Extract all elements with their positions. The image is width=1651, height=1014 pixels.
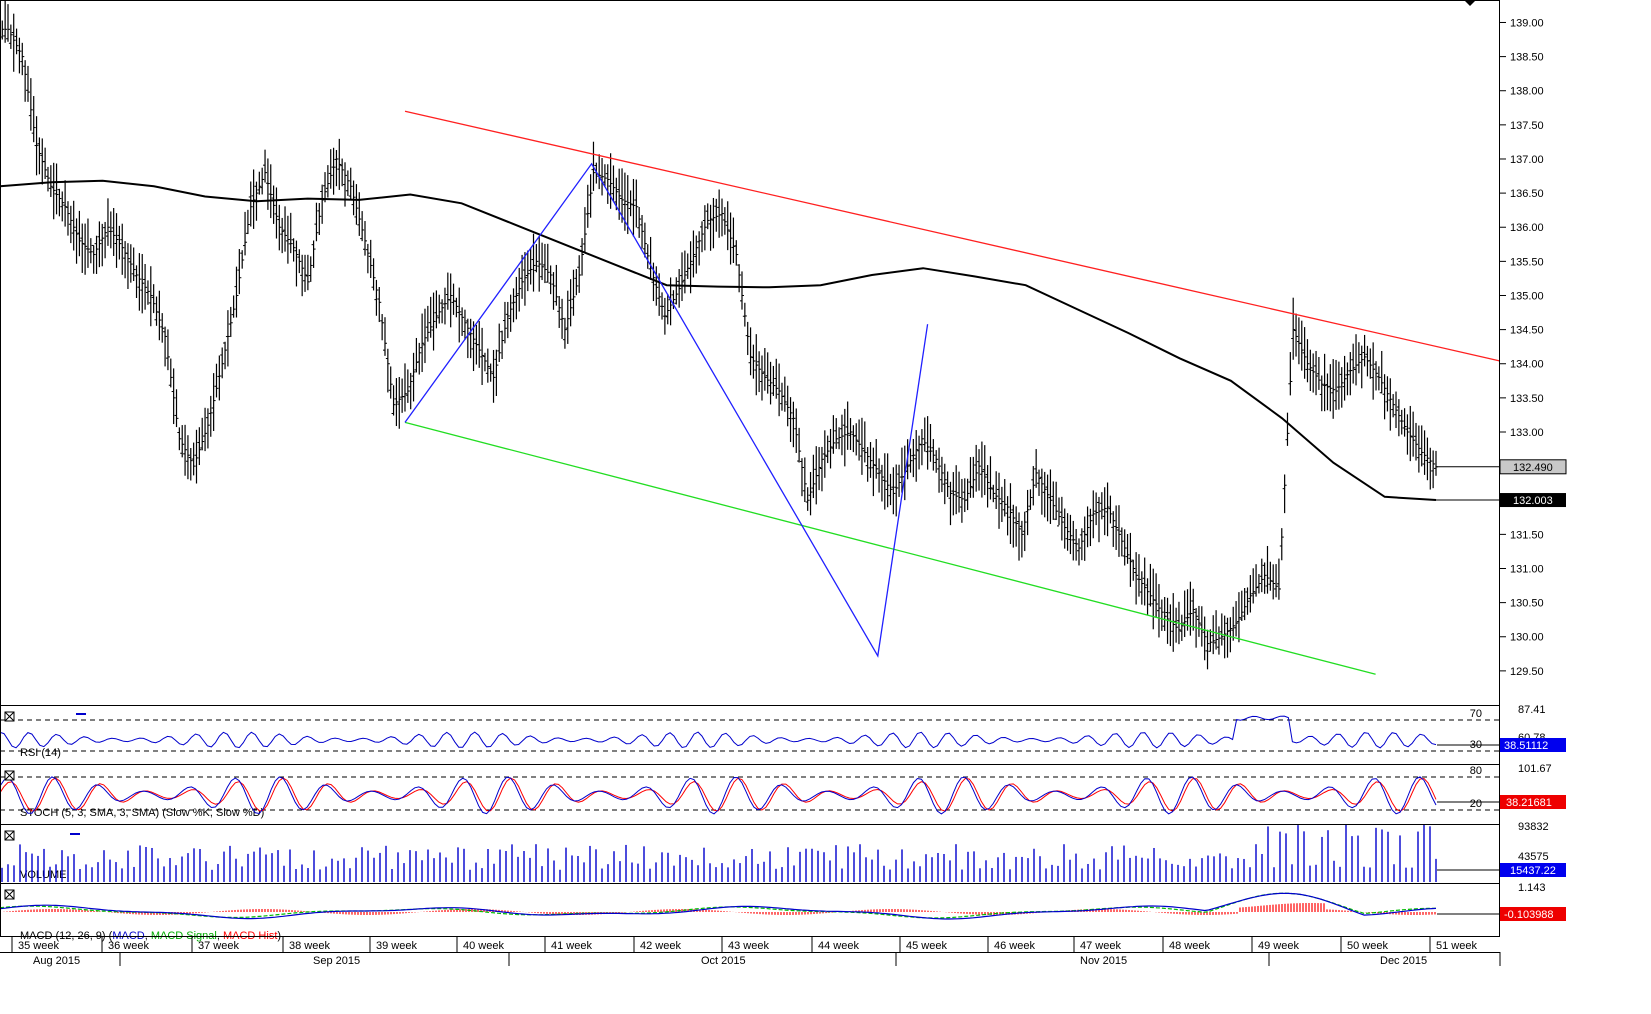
y-tick-label: 139.00: [1510, 17, 1544, 29]
week-label: 36 week: [108, 940, 149, 952]
y-tick-label: 134.00: [1510, 359, 1544, 371]
week-label: 41 week: [551, 940, 592, 952]
y-tick-label: 133.00: [1510, 427, 1544, 439]
volume-pane: VOLUME 93832 43575 15437.22: [1, 821, 1566, 882]
y-tick-label: 137.00: [1510, 154, 1544, 166]
pane-toggle-icon: [4, 889, 15, 900]
month-label: Sep 2015: [313, 955, 360, 967]
stoch-value-badge: [1500, 795, 1566, 809]
volume-value-badge: [1500, 863, 1566, 877]
volume-label: VOLUME: [20, 869, 66, 881]
y-tick-label: 134.50: [1510, 325, 1544, 337]
y-tick-label: 133.50: [1510, 393, 1544, 405]
pane-toggle-icon: [4, 830, 15, 841]
y-tick-label: 130.50: [1510, 598, 1544, 610]
macd-scale-top: 1.143: [1518, 882, 1546, 894]
month-label: Oct 2015: [701, 955, 746, 967]
y-tick-label: 138.50: [1510, 52, 1544, 64]
stoch-scale-top: 101.67: [1518, 763, 1552, 775]
y-tick-label: 130.00: [1510, 632, 1544, 644]
resistance-trend-line: [404, 110, 1501, 362]
week-label: 50 week: [1347, 940, 1388, 952]
week-label: 51 week: [1436, 940, 1477, 952]
support-trend-line: [404, 421, 1376, 675]
y-tick-label: 129.50: [1510, 666, 1544, 678]
y-tick-label: 135.00: [1510, 290, 1544, 302]
month-label: Nov 2015: [1080, 955, 1127, 967]
stoch-level-80-label: 80: [1470, 765, 1482, 777]
month-label: Aug 2015: [33, 955, 80, 967]
last-price-label: 132.490: [1513, 462, 1553, 474]
volume-scale-top: 93832: [1518, 821, 1549, 833]
week-label: 38 week: [289, 940, 330, 952]
rsi-value-badge: [1500, 738, 1566, 752]
week-label: 35 week: [18, 940, 59, 952]
stoch-label: STOCH (5, 3, SMA, 3, SMA) (Slow %K, Slow…: [20, 807, 264, 819]
rsi-value-label: 38.51112: [1504, 740, 1548, 752]
y-tick-label: 138.00: [1510, 86, 1544, 98]
y-tick-label: 136.00: [1510, 222, 1544, 234]
y-tick-label: 136.50: [1510, 188, 1544, 200]
week-label: 46 week: [994, 940, 1035, 952]
week-label: 49 week: [1258, 940, 1299, 952]
month-label: Dec 2015: [1380, 955, 1427, 967]
scroll-marker-icon: [1464, 0, 1476, 6]
ma-value-badge: [1500, 493, 1566, 508]
last-price-badge: [1499, 459, 1567, 475]
stoch-k-line: [0, 776, 1437, 815]
week-label: 43 week: [728, 940, 769, 952]
ma-value-label: 132.003: [1513, 495, 1553, 507]
moving-average-line: [0, 179, 1437, 501]
week-label: 37 week: [198, 940, 239, 952]
pane-toggle-icon: [4, 711, 15, 722]
week-label: 44 week: [818, 940, 859, 952]
week-label: 42 week: [640, 940, 681, 952]
week-label: 48 week: [1169, 940, 1210, 952]
volume-value-label: 15437.22: [1510, 865, 1556, 877]
rsi-level-70-label: 70: [1470, 708, 1482, 720]
macd-value-badge: [1500, 907, 1566, 921]
stoch-level-20-label: 20: [1470, 798, 1482, 810]
y-tick-label: 135.50: [1510, 256, 1544, 268]
stoch-pane: STOCH (5, 3, SMA, 3, SMA) (Slow %K, Slow…: [0, 763, 1566, 819]
macd-line: [0, 892, 1437, 920]
rsi-scale-top: 87.41: [1518, 704, 1546, 716]
rsi-line: [0, 715, 1437, 749]
week-label: 39 week: [376, 940, 417, 952]
stoch-value-label: 38.21681: [1506, 797, 1552, 809]
wave-pattern-line: [404, 162, 929, 658]
week-label: 45 week: [906, 940, 947, 952]
macd-value-label: -0.103988: [1504, 909, 1554, 921]
y-tick-label: 131.00: [1510, 563, 1544, 575]
axis-layer: 139.00 138.50 138.00 137.50 137.00 136.50 136.…: [0, 0, 1567, 967]
volume-scale-mid: 43575: [1518, 851, 1549, 863]
price-pane: [0, 0, 1501, 675]
pane-toggle-icon: [4, 770, 15, 781]
week-label: 40 week: [463, 940, 504, 952]
y-tick-label: 137.50: [1510, 120, 1544, 132]
week-label: 47 week: [1080, 940, 1121, 952]
y-tick-label: 131.50: [1510, 529, 1544, 541]
rsi-label: RSI (14): [20, 747, 61, 759]
